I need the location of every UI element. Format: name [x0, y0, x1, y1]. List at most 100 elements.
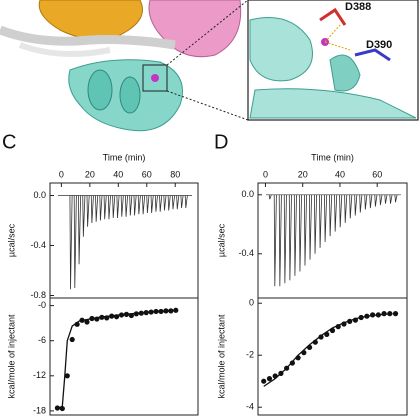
injection-peak — [176, 195, 180, 210]
data-point — [301, 350, 307, 356]
injection-peak — [129, 195, 133, 216]
data-point — [123, 311, 130, 317]
data-point — [173, 307, 179, 313]
data-point — [143, 310, 149, 316]
injection-peak — [78, 195, 82, 265]
x-tick-label: 20 — [298, 169, 308, 179]
injection-peak — [309, 194, 313, 260]
y-tick-label: 0.0 — [33, 190, 46, 200]
data-point — [392, 311, 399, 317]
data-point — [104, 315, 110, 321]
y-axis-label: kcal/mole of injectant — [216, 314, 226, 399]
data-point — [284, 365, 290, 371]
data-point — [329, 327, 336, 334]
injection-peak — [86, 195, 90, 227]
injection-peak — [180, 195, 184, 209]
injection-peak — [369, 194, 373, 209]
data-point — [148, 309, 154, 315]
y-axis-label: kcal/mole of injectant — [6, 314, 16, 399]
injection-peak — [314, 194, 318, 254]
injection-peak — [120, 195, 124, 217]
panel-label: C — [2, 131, 16, 153]
x-tick-label: 40 — [113, 169, 123, 179]
x-tick-label: 40 — [335, 169, 345, 179]
injection-peak — [142, 195, 146, 215]
injection-peak — [150, 195, 154, 214]
injection-peak — [384, 194, 388, 204]
x-tick-label: 80 — [170, 169, 180, 179]
y-tick-label: -4 — [246, 402, 254, 412]
data-point — [352, 317, 359, 323]
data-point — [64, 373, 70, 379]
injection-peak — [95, 195, 99, 222]
y-tick-label: 0.0 — [241, 189, 254, 199]
injection-peak — [154, 195, 158, 212]
injection-peak — [112, 195, 116, 219]
injection-peak — [137, 195, 141, 215]
data-point — [341, 321, 347, 327]
residue-label: D388 — [345, 1, 371, 13]
injection-peak — [146, 195, 150, 214]
data-point — [54, 405, 61, 411]
x-tick-label: 60 — [142, 169, 152, 179]
data-point — [295, 355, 301, 361]
injection-peak — [389, 194, 393, 204]
data-point — [381, 311, 387, 317]
injection-peak — [339, 194, 343, 228]
data-point — [118, 312, 125, 318]
data-point — [94, 316, 100, 322]
data-point — [272, 373, 278, 379]
y-tick-label: -0 — [38, 300, 46, 310]
data-point — [168, 308, 174, 314]
injection-peak — [116, 195, 120, 219]
x-tick-label: 0 — [263, 169, 268, 179]
injection-peak — [133, 195, 137, 216]
injection-peak — [167, 195, 171, 211]
injection-peak — [107, 195, 111, 220]
injection-peak — [293, 194, 297, 276]
injection-peak — [159, 195, 163, 212]
injection-peak — [103, 195, 107, 220]
y-axis-label: µcal/sec — [6, 223, 16, 257]
injection-peak — [73, 195, 77, 289]
y-tick-label: -12 — [33, 370, 46, 380]
data-point — [128, 312, 134, 319]
x-axis-label: Time (min) — [103, 152, 146, 162]
y-axis-label: µcal/sec — [216, 223, 226, 257]
injection-peak — [283, 194, 287, 284]
data-point — [266, 376, 273, 382]
data-point — [347, 318, 353, 324]
y-tick-label: -2 — [246, 350, 254, 360]
data-point — [278, 370, 284, 376]
data-point — [99, 314, 105, 320]
injection-peak — [364, 194, 368, 210]
y-tick-label: -6 — [38, 335, 46, 345]
data-point — [261, 378, 267, 384]
data-point — [312, 339, 318, 345]
data-point — [109, 313, 115, 319]
panel-label: D — [214, 131, 228, 153]
x-tick-label: 60 — [372, 169, 382, 179]
data-point — [158, 308, 164, 315]
injection-peak — [344, 194, 348, 223]
data-point — [306, 344, 313, 350]
data-point — [324, 331, 330, 337]
injection-peak — [171, 195, 175, 210]
x-tick-label: 0 — [59, 169, 64, 179]
injection-peak — [278, 194, 282, 287]
residue-label: D390 — [366, 39, 392, 51]
injection-peak — [69, 195, 73, 290]
data-point — [79, 317, 85, 323]
injection-peak — [394, 194, 398, 203]
injection-peak — [99, 195, 103, 221]
injection-peak — [184, 195, 188, 209]
plot-frame — [257, 297, 408, 416]
injection-peak — [90, 195, 94, 224]
injection-peak — [324, 194, 328, 242]
plot-frame — [49, 297, 199, 416]
data-point — [133, 311, 139, 317]
injection-peak — [349, 194, 353, 219]
y-tick-label: 0 — [249, 298, 254, 308]
